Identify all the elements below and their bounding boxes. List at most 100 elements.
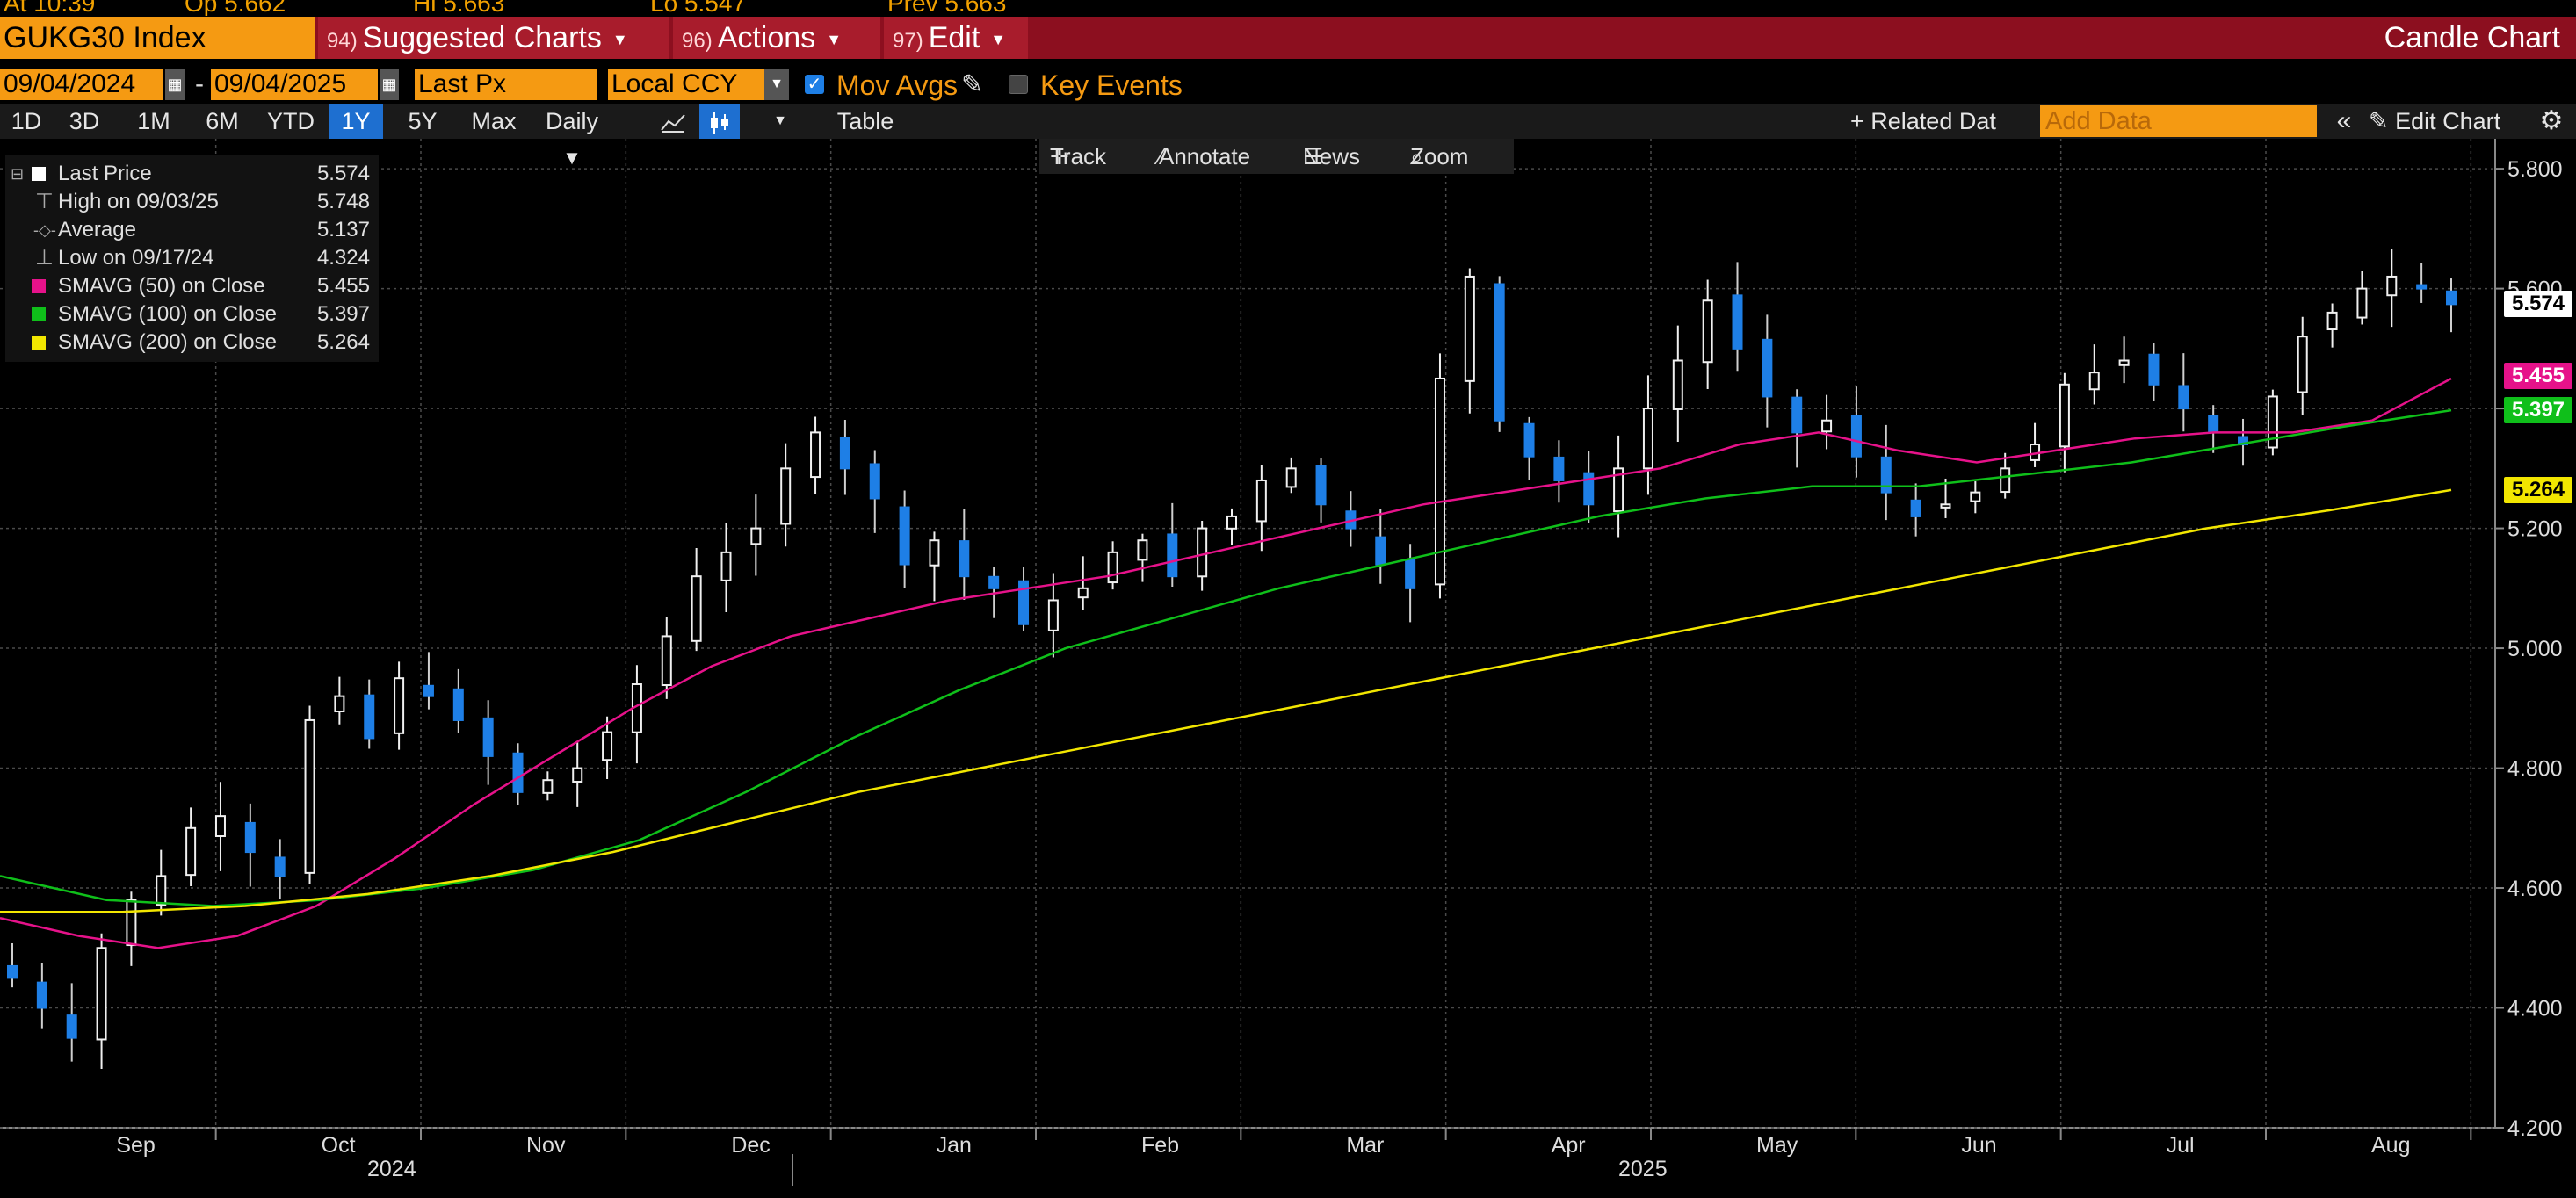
candle-down (244, 821, 256, 854)
candle-up (96, 947, 107, 1041)
candle-up (2000, 467, 2011, 494)
candle-up (1285, 467, 1297, 488)
period-label: Daily (545, 108, 598, 134)
year-label-2025: 2025 (1618, 1157, 1668, 1181)
edit-chart-button[interactable]: ✎ Edit Chart (2369, 104, 2523, 139)
candle-down (512, 752, 524, 793)
range-max[interactable]: Max (471, 108, 517, 134)
pencil-icon[interactable]: ✎ (961, 70, 984, 99)
range-1m[interactable]: 1M (137, 108, 170, 134)
y-tick-label: 5.200 (2507, 517, 2563, 542)
end-date-field[interactable]: 09/04/2025 (211, 69, 378, 100)
x-tick-label: Feb (1141, 1133, 1179, 1158)
candle-down (1583, 472, 1595, 506)
legend-swatch (32, 167, 46, 181)
candle-up (2297, 336, 2308, 393)
candle-chart-icon[interactable] (699, 104, 740, 139)
candle-up (720, 551, 732, 581)
start-date-field[interactable]: 09/04/2024 (0, 69, 163, 100)
x-tick-label: Oct (322, 1133, 356, 1158)
x-tick-label: Jan (937, 1133, 972, 1158)
quote-low: Lo 5.547 (650, 0, 746, 16)
candle-up (1702, 300, 1713, 364)
candle-down (1167, 533, 1178, 578)
candle-up (1434, 377, 1445, 586)
candle-up (572, 767, 583, 783)
candle-up (1940, 503, 1951, 509)
range-5y[interactable]: 5Y (408, 108, 438, 134)
legend-average[interactable]: -◇- Average 5.137 (5, 216, 379, 244)
candle-down (2416, 284, 2428, 290)
x-tick-label: Jun (1961, 1133, 1996, 1158)
key-events-checkbox[interactable] (1009, 75, 1028, 94)
suggested-charts-menu[interactable]: 94) Suggested Charts ▼ (318, 17, 669, 59)
edit-menu[interactable]: 97) Edit ▼ (884, 17, 1028, 59)
range-1y[interactable]: 1Y (329, 104, 383, 139)
currency-select[interactable]: Local CCY (608, 69, 764, 100)
calendar-icon[interactable]: ▦ (380, 69, 399, 100)
calendar-icon[interactable]: ▦ (165, 69, 185, 100)
range-6m[interactable]: 6M (206, 108, 239, 134)
table-button[interactable]: Table (836, 108, 894, 134)
candle-up (1672, 359, 1683, 410)
currency-dropdown-icon[interactable]: ▼ (764, 69, 789, 100)
mov-avgs-label[interactable]: Mov Avgs (836, 69, 959, 101)
candle-up (304, 718, 315, 874)
sma-line-0 (0, 377, 2452, 949)
period-select[interactable]: Daily ▼ (534, 104, 610, 169)
ticker-field[interactable]: GUKG30 Index (0, 17, 315, 59)
chart-legend: ⊟ Last Price 5.574 ⊤ High on 09/03/25 5.… (5, 155, 379, 362)
mov-avgs-checkbox[interactable]: ✓ (805, 75, 824, 94)
candle-up (1197, 527, 1208, 578)
collapse-box-icon[interactable]: ⊟ (11, 165, 25, 183)
annotate-icon: ⁄ (1159, 143, 1163, 170)
annotate-label: Annotate (1159, 143, 1251, 170)
line-chart-icon[interactable] (654, 104, 692, 139)
legend-value: 5.748 (316, 190, 370, 213)
candle-down (1315, 465, 1327, 506)
zoom-label: Zoom (1410, 143, 1469, 170)
quote-open: Op 5.662 (185, 0, 286, 16)
legend-swatch (32, 336, 46, 350)
magnifier-icon: ⌕ (1410, 143, 1423, 170)
candle-up (185, 826, 197, 877)
collapse-icon[interactable]: « (2336, 106, 2352, 135)
candle-up (750, 527, 762, 545)
legend-sma200[interactable]: SMAVG (200) on Close 5.264 (5, 328, 379, 357)
legend-high[interactable]: ⊤ High on 09/03/25 5.748 (5, 188, 379, 216)
legend-value: 5.574 (316, 162, 370, 185)
candle-down (1910, 499, 1921, 517)
gear-icon[interactable]: ⚙ (2539, 106, 2564, 135)
range-ytd[interactable]: YTD (267, 108, 315, 134)
legend-value: 5.455 (316, 274, 370, 298)
add-data-input[interactable]: Add Data (2040, 105, 2317, 137)
legend-last-price[interactable]: ⊟ Last Price 5.574 (5, 160, 379, 188)
sma50-tag: 5.455 (2504, 362, 2572, 389)
candle-up (542, 779, 554, 794)
price-field-select[interactable]: Last Px (415, 69, 597, 100)
legend-sma100[interactable]: SMAVG (100) on Close 5.397 (5, 300, 379, 328)
date-separator: - (195, 69, 204, 98)
candle-down (1553, 456, 1565, 481)
candle-down (2208, 415, 2219, 434)
x-tick-label: Aug (2371, 1133, 2410, 1158)
key-events-label[interactable]: Key Events (1040, 69, 1183, 101)
candle-down (1762, 338, 1773, 398)
chart-style-dropdown-icon[interactable]: ▼ (773, 113, 787, 128)
y-tick-label: 4.600 (2507, 877, 2563, 901)
legend-sma50[interactable]: SMAVG (50) on Close 5.455 (5, 272, 379, 300)
legend-low[interactable]: ⊥ Low on 09/17/24 4.324 (5, 244, 379, 272)
candle-up (1821, 419, 1833, 433)
quote-prev: Prev 5.663 (887, 0, 1007, 16)
candle-down (1732, 294, 1743, 350)
related-data-button[interactable]: + Related Dat (1850, 108, 1996, 134)
legend-name: SMAVG (100) on Close (58, 302, 277, 326)
y-tick-label: 4.800 (2507, 757, 2563, 782)
actions-menu[interactable]: 96) Actions ▼ (673, 17, 880, 59)
range-3d[interactable]: 3D (69, 108, 100, 134)
range-1d[interactable]: 1D (11, 108, 42, 134)
x-tick-label: Nov (526, 1133, 566, 1158)
candle-down (7, 964, 18, 979)
y-tick-label: 5.800 (2507, 157, 2563, 182)
